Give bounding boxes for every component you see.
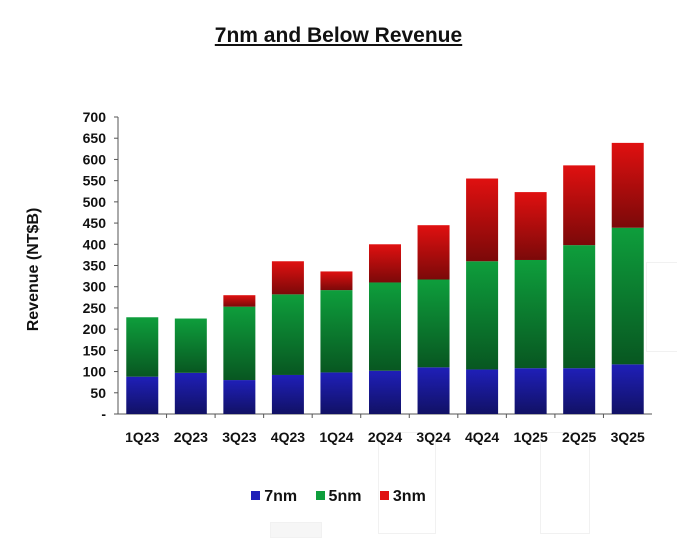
y-tick-label: 50 — [90, 385, 106, 401]
y-tick-label: 700 — [83, 109, 107, 125]
bar-7nm-2Q24 — [369, 370, 401, 414]
bar-3nm-2Q25 — [563, 165, 596, 246]
x-tick-label: 1Q25 — [514, 429, 548, 445]
bar-7nm-3Q23 — [223, 380, 256, 414]
legend-swatch-3nm — [379, 491, 389, 500]
bar-7nm-4Q24 — [466, 369, 499, 414]
bar-7nm-3Q24 — [417, 367, 450, 414]
bar-3nm-2Q24 — [369, 244, 401, 283]
bar-5nm-3Q25 — [611, 227, 644, 365]
bar-3nm-4Q24 — [466, 178, 499, 262]
legend-swatch-7nm — [251, 491, 261, 500]
x-tick-label: 3Q24 — [416, 429, 450, 445]
bar-7nm-1Q24 — [320, 372, 353, 414]
y-tick-label: 300 — [83, 279, 107, 295]
y-axis-title: Revenue (NT$B) — [25, 208, 42, 332]
y-tick-label: 200 — [83, 321, 107, 337]
x-tick-label: 2Q23 — [174, 429, 208, 445]
background-decoration — [378, 432, 436, 534]
legend-label-5nm: 5nm — [328, 488, 362, 505]
bar-5nm-1Q24 — [320, 290, 353, 373]
legend-label-3nm: 3nm — [392, 488, 426, 505]
x-tick-label: 3Q25 — [611, 429, 645, 445]
bar-3nm-1Q25 — [514, 192, 547, 260]
x-tick-label: 1Q24 — [319, 429, 353, 445]
bar-7nm-4Q23 — [271, 374, 304, 414]
x-tick-label: 2Q25 — [562, 429, 596, 445]
background-decoration — [540, 432, 590, 534]
bar-3nm-3Q25 — [611, 142, 644, 228]
y-tick-label: 600 — [83, 151, 107, 167]
bar-7nm-2Q23 — [174, 372, 207, 414]
bar-3nm-3Q23 — [223, 295, 256, 307]
y-tick-label: 550 — [83, 173, 107, 189]
y-tick-label: 150 — [83, 342, 107, 358]
bar-7nm-1Q25 — [514, 368, 547, 414]
bar-3nm-3Q24 — [417, 225, 450, 280]
x-tick-label: 3Q23 — [222, 429, 256, 445]
y-tick-label: 450 — [83, 215, 107, 231]
bar-7nm-3Q25 — [611, 364, 644, 414]
bar-5nm-3Q23 — [223, 306, 256, 381]
y-tick-label: 500 — [83, 194, 107, 210]
x-tick-label: 4Q23 — [271, 429, 305, 445]
y-tick-label: 100 — [83, 364, 107, 380]
x-tick-label: 4Q24 — [465, 429, 499, 445]
legend-item-5nm: 5nm — [315, 488, 362, 506]
legend: 7nm 5nm 3nm — [0, 488, 677, 506]
legend-swatch-5nm — [315, 491, 325, 500]
background-decoration — [646, 262, 677, 352]
chart-title-wrap: 7nm and Below Revenue — [0, 24, 677, 48]
y-tick-label: - — [101, 406, 106, 422]
bar-5nm-3Q24 — [417, 279, 450, 368]
legend-item-7nm: 7nm — [251, 488, 297, 506]
bar-5nm-2Q23 — [174, 318, 207, 373]
bar-5nm-4Q24 — [466, 261, 499, 370]
bar-5nm-4Q23 — [271, 294, 304, 375]
bar-3nm-1Q24 — [320, 271, 353, 291]
bar-3nm-4Q23 — [271, 261, 304, 295]
y-tick-label: 250 — [83, 300, 107, 316]
bar-7nm-1Q23 — [126, 376, 159, 414]
y-tick-label: 350 — [83, 258, 107, 274]
bar-5nm-2Q25 — [563, 245, 596, 369]
y-tick-label: 400 — [83, 236, 107, 252]
chart-title: 7nm and Below Revenue — [214, 24, 463, 47]
x-tick-label: 2Q24 — [368, 429, 402, 445]
bar-5nm-2Q24 — [369, 282, 401, 371]
x-tick-label: 1Q23 — [125, 429, 159, 445]
bar-5nm-1Q25 — [514, 259, 547, 369]
y-tick-label: 650 — [83, 130, 107, 146]
bar-5nm-1Q23 — [126, 317, 159, 377]
legend-item-3nm: 3nm — [379, 488, 426, 506]
bar-7nm-2Q25 — [563, 368, 596, 414]
legend-label-7nm: 7nm — [264, 488, 298, 505]
